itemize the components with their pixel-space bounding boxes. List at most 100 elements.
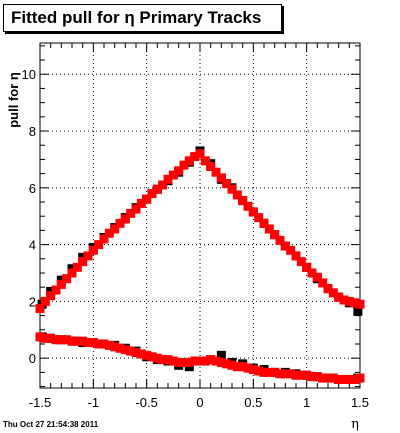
data-point <box>328 288 338 298</box>
data-point <box>83 251 93 261</box>
data-point <box>307 268 317 278</box>
data-point <box>200 156 210 166</box>
data-point <box>184 357 194 367</box>
data-point <box>280 369 290 379</box>
data-point <box>163 174 173 184</box>
data-point <box>355 299 365 309</box>
x-tick-label: 0.5 <box>244 395 262 410</box>
x-tick-label: 0 <box>196 395 203 410</box>
data-point <box>254 366 264 376</box>
data-point <box>56 335 66 345</box>
data-point <box>147 352 157 362</box>
data-point <box>280 241 290 251</box>
data-point <box>99 339 109 349</box>
data-point <box>190 356 200 366</box>
y-tick-label: 0 <box>29 351 36 366</box>
data-point <box>328 373 338 383</box>
y-axis-label: pull for η <box>6 72 21 128</box>
data-point <box>307 372 317 382</box>
data-point <box>67 336 77 346</box>
data-point <box>35 332 45 342</box>
data-point <box>179 160 189 170</box>
data-point <box>62 335 72 345</box>
data-point <box>302 262 312 272</box>
data-point <box>312 372 322 382</box>
data-point <box>275 369 285 379</box>
data-point <box>51 285 61 295</box>
data-point <box>350 374 360 384</box>
data-point <box>51 335 61 345</box>
data-point <box>99 234 109 244</box>
data-point <box>56 279 66 289</box>
data-point <box>120 345 130 355</box>
data-point <box>131 204 141 214</box>
data-point <box>264 367 274 377</box>
data-point <box>126 208 136 218</box>
data-point <box>136 349 146 359</box>
data-point <box>115 343 125 353</box>
data-point <box>248 207 258 217</box>
data-point <box>254 213 264 223</box>
data-point <box>152 184 162 194</box>
data-point <box>94 339 104 349</box>
data-point <box>259 218 269 228</box>
data-point <box>216 173 226 183</box>
data-point <box>243 363 253 373</box>
data-point <box>94 240 104 250</box>
data-point <box>152 353 162 363</box>
data-point <box>227 184 237 194</box>
data-point <box>339 374 349 384</box>
data-point <box>259 367 269 377</box>
data-point <box>238 196 248 206</box>
data-point <box>136 198 146 208</box>
data-point <box>40 333 50 343</box>
data-point <box>344 374 354 384</box>
data-point <box>350 298 360 308</box>
timestamp-footer: Thu Oct 27 21:54:38 2011 <box>3 420 99 429</box>
data-point <box>286 369 296 379</box>
data-point <box>120 214 130 224</box>
data-point <box>88 245 98 255</box>
data-point <box>312 272 322 282</box>
data-point <box>46 291 56 301</box>
x-tick-label: 1.5 <box>351 395 369 410</box>
data-point <box>179 357 189 367</box>
data-point <box>318 278 328 288</box>
data-point <box>142 194 152 204</box>
data-markers <box>35 146 365 384</box>
data-point <box>163 355 173 365</box>
data-point <box>190 152 200 162</box>
data-point <box>110 342 120 352</box>
data-point <box>206 355 216 365</box>
data-point <box>291 370 301 380</box>
data-point <box>355 373 365 383</box>
data-point <box>232 190 242 200</box>
tick-labels: -1.5 -1 -0.5 0 0.5 1 1.5 0 2 4 6 8 10 <box>22 67 370 410</box>
chart-title-box: Fitted pull for η Primary Tracks <box>3 4 282 32</box>
data-point <box>243 201 253 211</box>
data-point <box>206 162 216 172</box>
y-tick-label: 10 <box>22 67 36 82</box>
data-point <box>126 346 136 356</box>
data-point <box>147 188 157 198</box>
data-point <box>88 338 98 348</box>
data-point <box>353 306 363 316</box>
data-point <box>131 348 141 358</box>
chart-title: Fitted pull for η Primary Tracks <box>11 8 262 27</box>
data-point <box>168 356 178 366</box>
data-point <box>222 359 232 369</box>
y-tick-label: 6 <box>29 181 36 196</box>
data-point <box>62 274 72 284</box>
data-point <box>72 262 82 272</box>
data-point <box>211 167 221 177</box>
x-tick-label: -1 <box>88 395 100 410</box>
data-point <box>339 295 349 305</box>
data-point <box>334 374 344 384</box>
data-point <box>174 166 184 176</box>
data-point <box>195 149 205 159</box>
data-point <box>238 362 248 372</box>
data-point <box>222 179 232 189</box>
data-point <box>270 367 280 377</box>
data-point <box>110 224 120 234</box>
